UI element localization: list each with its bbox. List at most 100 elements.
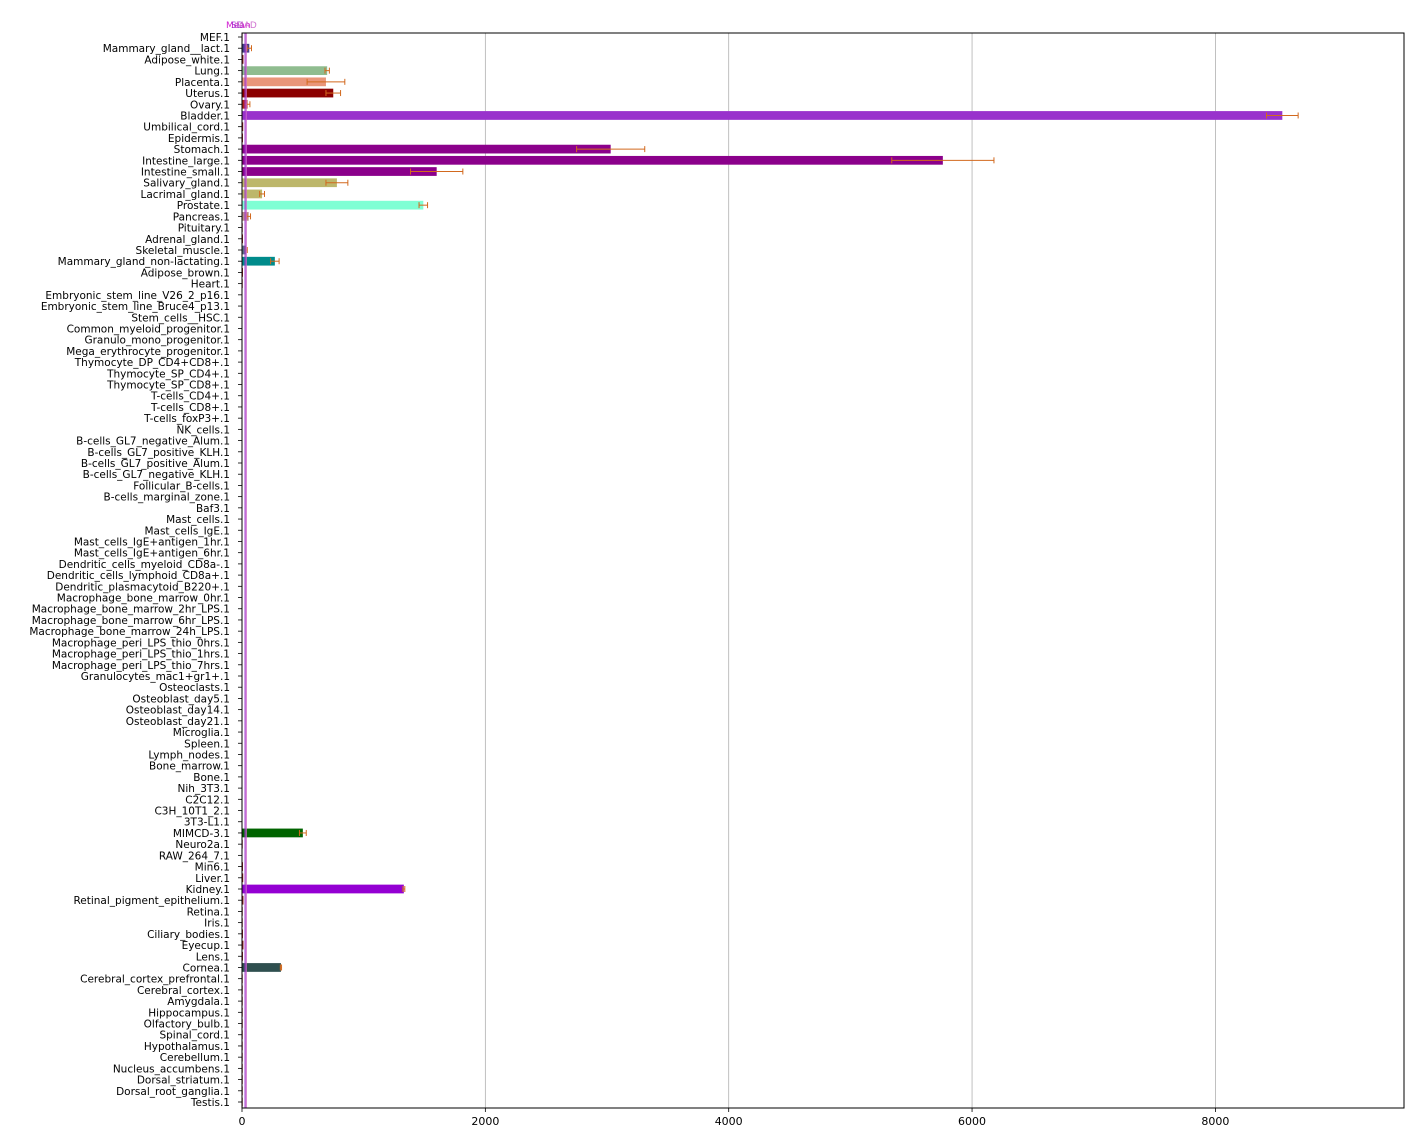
category-label: Cerebellum.1 <box>160 1052 230 1064</box>
category-label: Neuro2a.1 <box>175 839 230 851</box>
category-label: Thymocyte_SP_CD4+.1 <box>106 368 230 380</box>
category-label: C2C12.1 <box>185 794 230 806</box>
category-label: Mammary_gland__lact.1 <box>103 43 230 55</box>
category-label: MEF.1 <box>200 32 230 44</box>
category-label: Baf3.1 <box>196 503 230 515</box>
category-label: Nih_3T3.1 <box>178 783 230 795</box>
category-label: Macrophage_bone_marrow_0hr.1 <box>57 593 230 605</box>
category-label: Spleen.1 <box>184 738 230 750</box>
category-label: 3T3-L1.1 <box>184 817 230 829</box>
category-label: Lacrimal_gland.1 <box>141 189 230 201</box>
category-label: Kidney.1 <box>186 884 230 896</box>
category-label: Adipose_white.1 <box>144 54 230 66</box>
legend-entry: MAD <box>236 21 257 31</box>
category-label: Macrophage_peri_LPS_thio_1hrs.1 <box>52 649 230 661</box>
category-label: Iris.1 <box>204 918 230 930</box>
bar <box>242 963 281 972</box>
category-label: T-cells_CD8+.1 <box>150 402 230 414</box>
bar <box>242 884 404 894</box>
bar <box>242 111 1283 120</box>
category-label: B-cells_GL7_negative_KLH.1 <box>83 469 230 481</box>
category-label: T-cells_CD4+.1 <box>150 391 230 403</box>
bar <box>242 245 247 255</box>
category-label: B-cells_GL7_positive_KLH.1 <box>87 447 230 459</box>
category-label: Spinal_cord.1 <box>159 1030 230 1042</box>
category-label: Dendritic_cells_myeloid_CD8a-.1 <box>59 559 230 571</box>
category-label: Mast_cells_IgE+antigen_1hr.1 <box>74 536 230 548</box>
category-label: Lung.1 <box>194 66 230 78</box>
category-label: Macrophage_bone_marrow_2hr_LPS.1 <box>32 604 230 616</box>
bars-layer <box>242 32 1283 1107</box>
bar <box>242 55 244 64</box>
category-label: Granulocytes_mac1+gr1+.1 <box>81 671 230 683</box>
category-label: Epidermis.1 <box>168 133 230 145</box>
category-labels-layer: MEF.1Mammary_gland__lact.1Adipose_white.… <box>29 32 242 1109</box>
bar <box>242 77 326 87</box>
category-label: Mast_cells_IgE.1 <box>144 525 230 537</box>
category-label: Adipose_brown.1 <box>141 267 230 279</box>
category-label: Common_myeloid_progenitor.1 <box>67 323 230 335</box>
category-label: Microglia.1 <box>173 727 230 739</box>
category-label: Intestine_small.1 <box>141 167 230 179</box>
category-label: Follicular_B-cells.1 <box>133 480 230 492</box>
grid-layer <box>484 33 1216 1108</box>
category-label: Stomach.1 <box>174 144 230 156</box>
category-label: Granulo_mono_progenitor.1 <box>84 335 230 347</box>
category-label: Ovary.1 <box>190 99 230 111</box>
bar <box>242 167 437 176</box>
category-label: Cerebral_cortex.1 <box>137 985 230 997</box>
bar <box>242 873 244 883</box>
x-tick-label: 6000 <box>958 1115 986 1128</box>
category-label: Cerebral_cortex_prefrontal.1 <box>80 974 230 986</box>
bar <box>242 895 244 905</box>
legend-entry: SD <box>231 21 244 31</box>
category-label: Liver.1 <box>195 873 230 885</box>
category-label: Macrophage_peri_LPS_thio_0hrs.1 <box>52 637 230 649</box>
category-label: Dendritic_plasmacytoid_B220+.1 <box>55 581 230 593</box>
category-label: B-cells_GL7_negative_Alum.1 <box>76 436 230 448</box>
category-label: B-cells_marginal_zone.1 <box>104 492 230 504</box>
category-label: Dorsal_striatum.1 <box>137 1075 230 1087</box>
category-label: Bone.1 <box>193 772 230 784</box>
category-label: Retina.1 <box>187 906 230 918</box>
bar <box>242 122 244 132</box>
category-label: Amygdala.1 <box>167 996 230 1008</box>
category-label: Cornea.1 <box>183 962 230 974</box>
category-label: MIMCD-3.1 <box>173 828 230 840</box>
category-label: Osteoblast_day14.1 <box>126 705 230 717</box>
bar <box>242 43 250 53</box>
plot-frame <box>241 32 1405 1109</box>
category-label: Thymocyte_SP_CD8+.1 <box>106 380 230 392</box>
category-label: Placenta.1 <box>175 77 230 89</box>
category-label: Mast_cells.1 <box>166 514 230 526</box>
category-label: Testis.1 <box>190 1097 230 1109</box>
category-label: RAW_264_7.1 <box>159 850 230 862</box>
category-label: Retinal_pigment_epithelium.1 <box>73 895 230 907</box>
legend-entry: Mean <box>226 21 251 31</box>
category-label: Hypothalamus.1 <box>144 1041 230 1053</box>
category-label: Heart.1 <box>191 279 230 291</box>
x-tick-label: 2000 <box>471 1115 499 1128</box>
bar <box>242 66 328 76</box>
category-label: Salivary_gland.1 <box>143 178 230 190</box>
x-tick-label: 0 <box>239 1115 246 1128</box>
category-label: NK_cells.1 <box>176 424 230 436</box>
category-label: Macrophage_bone_marrow_24h_LPS.1 <box>29 626 230 638</box>
category-label: Thymocyte_DP_CD4+CD8+.1 <box>74 357 230 369</box>
category-label: Osteoblast_day5.1 <box>132 693 230 705</box>
category-label: Stem_cells__HSC.1 <box>131 312 230 324</box>
category-label: Mammary_gland_non-lactating.1 <box>58 256 230 268</box>
category-label: Osteoclasts.1 <box>159 682 230 694</box>
category-label: Pancreas.1 <box>173 211 230 223</box>
category-label: Olfactory_bulb.1 <box>144 1019 230 1031</box>
category-label: Mega_erythrocyte_progenitor.1 <box>66 346 230 358</box>
category-label: Ciliary_bodies.1 <box>147 929 230 941</box>
x-tick-label: 4000 <box>715 1115 743 1128</box>
category-label: Eyecup.1 <box>182 940 230 952</box>
category-label: Nucleus_accumbens.1 <box>113 1063 230 1075</box>
bar <box>242 940 244 950</box>
category-label: C3H_10T1_2.1 <box>154 806 230 818</box>
